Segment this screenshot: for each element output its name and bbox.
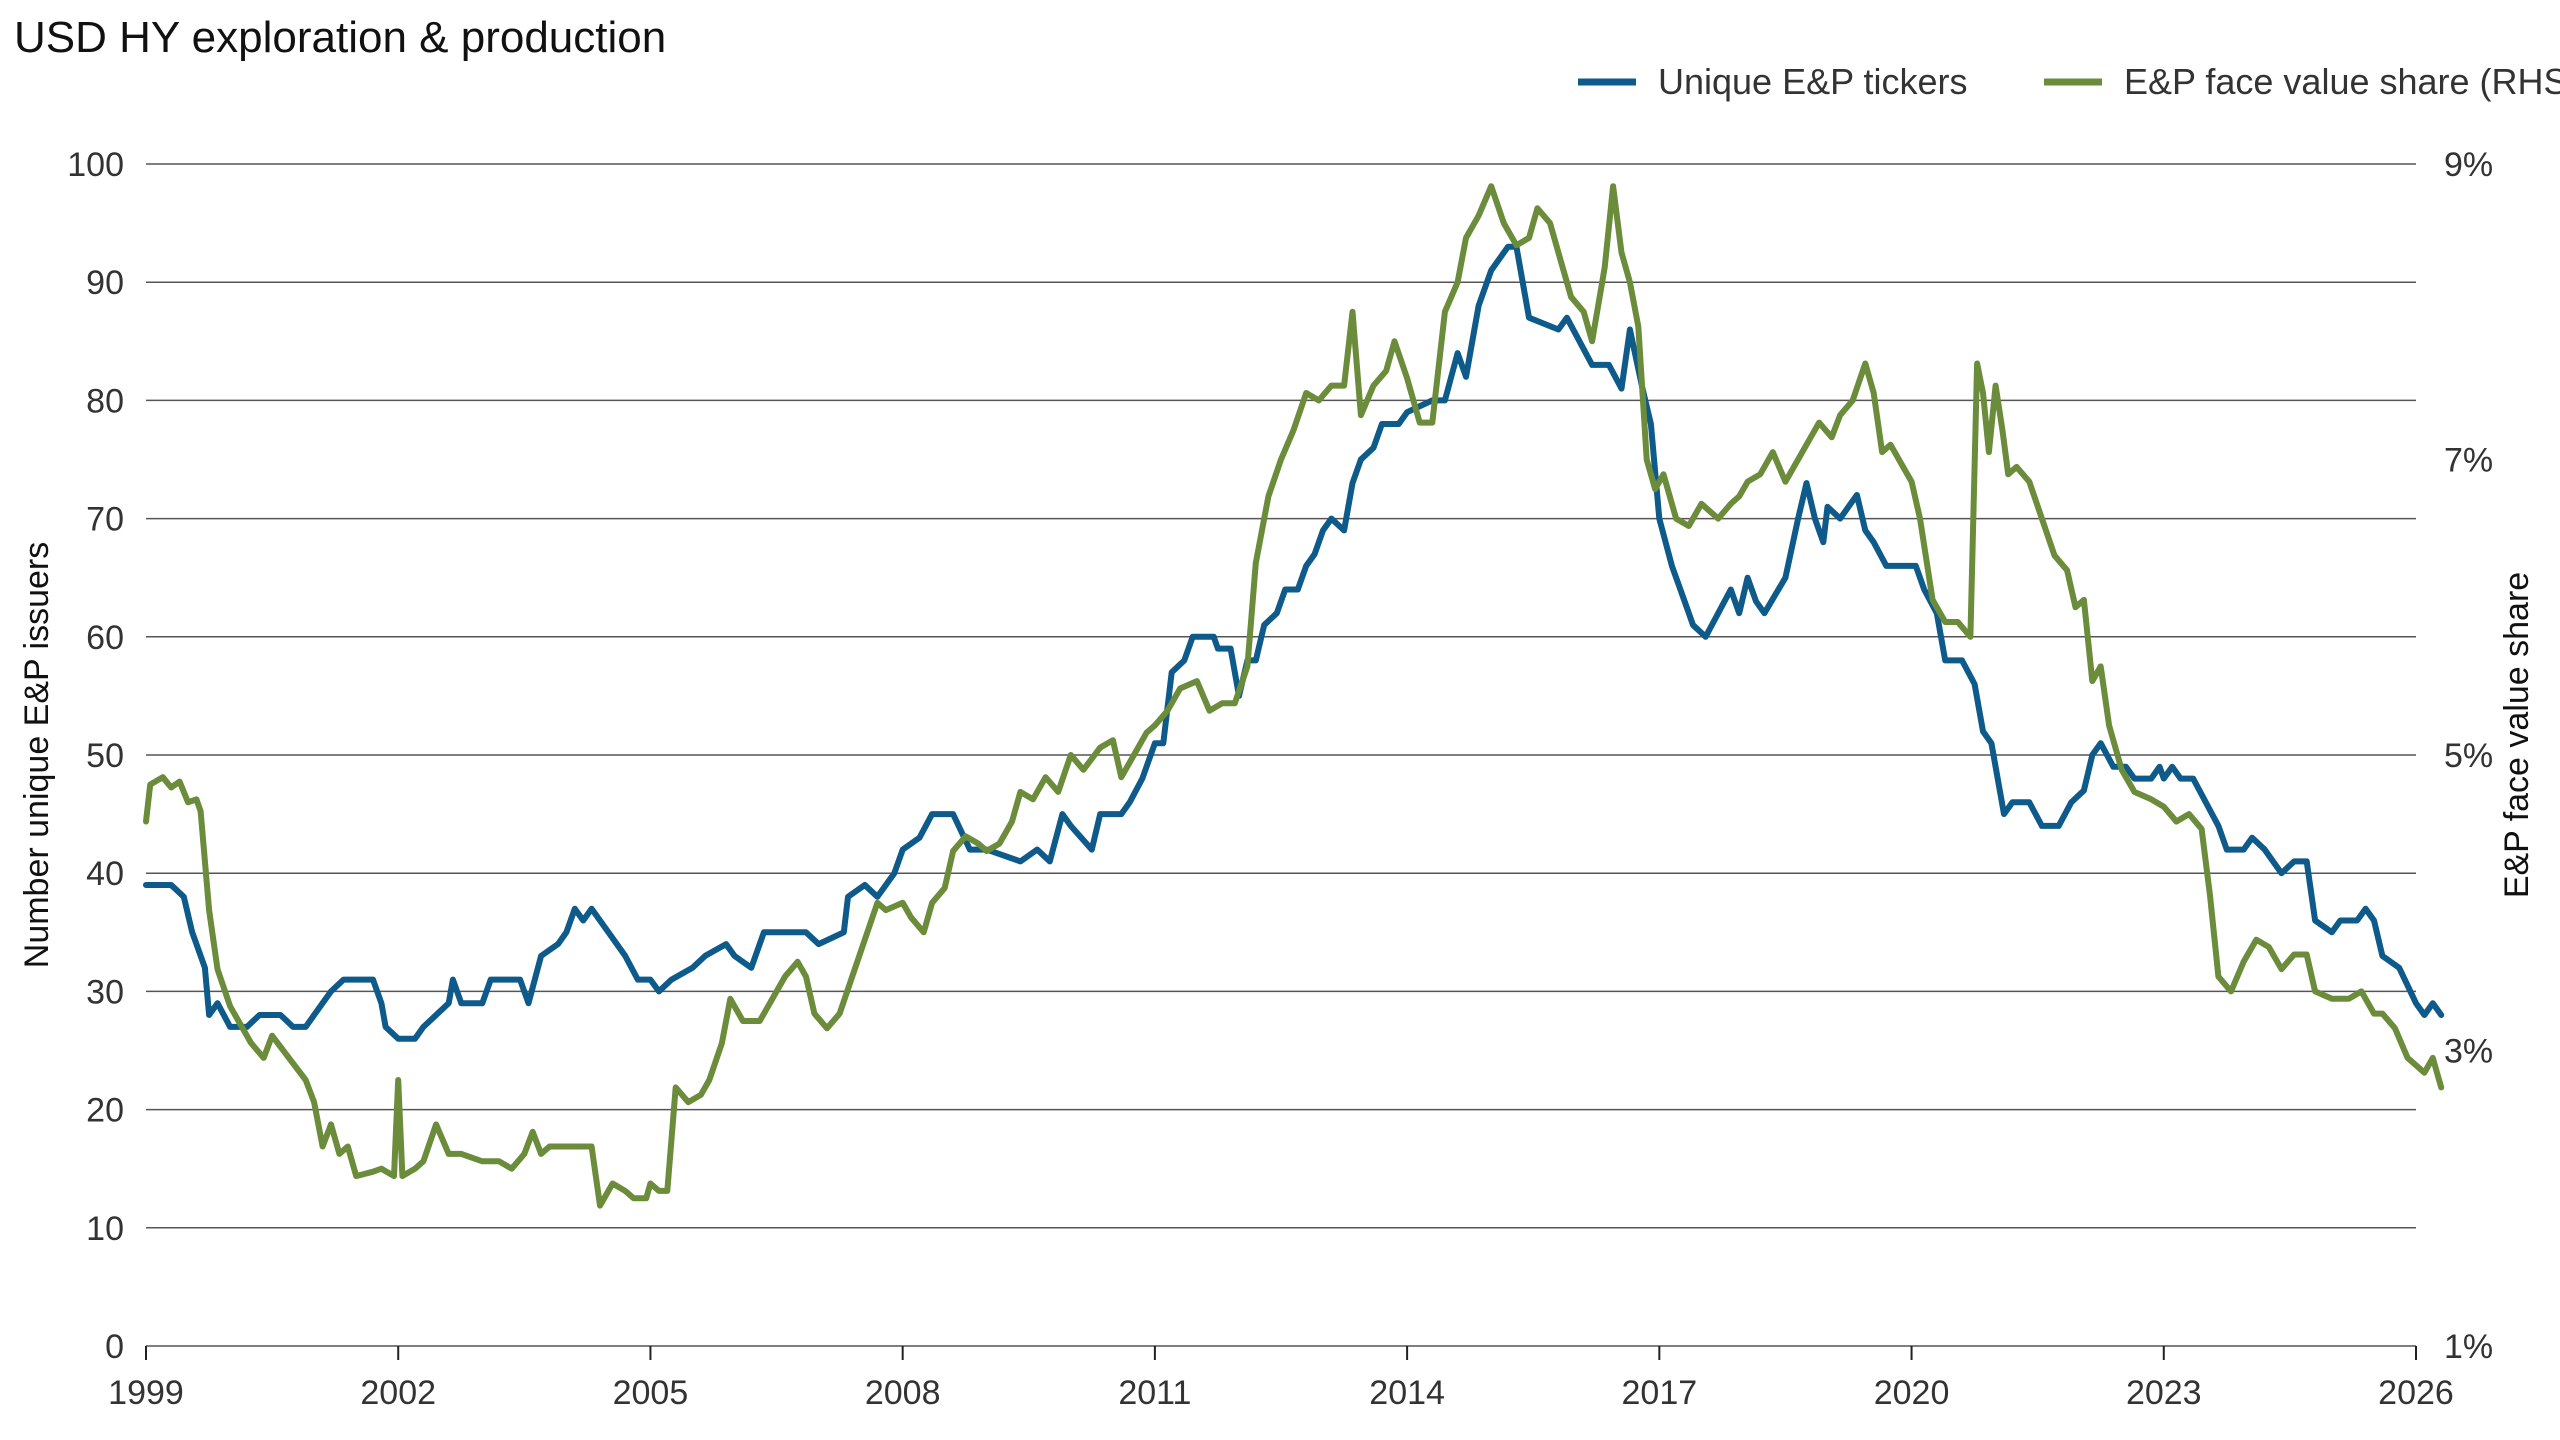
y-right-tick-label: 1% (2444, 1328, 2493, 1366)
y-right-tick-label: 7% (2444, 442, 2493, 480)
y-left-tick-label: 50 (86, 737, 124, 775)
y-left-tick-label: 0 (105, 1328, 124, 1366)
series-line-tickers (143, 243, 2445, 1042)
chart-title: USD HY exploration & production (14, 13, 666, 62)
y-right-tick-label: 9% (2444, 146, 2493, 184)
legend: Unique E&P tickers E&P face value share … (1578, 61, 2560, 102)
y-left-tick-label: 100 (67, 146, 124, 184)
y-left-tick-label: 20 (86, 1092, 124, 1130)
x-tick-label: 2017 (1622, 1374, 1698, 1412)
x-tick-label: 2020 (1874, 1374, 1950, 1412)
y-left-tick-label: 60 (86, 619, 124, 657)
y-axis-right-ticks: 1% 3% 5% 7% 9% (2444, 146, 2493, 1366)
x-axis-ticks: 1999 2002 2005 2008 2011 2014 2017 2020 2023 2026 (108, 1346, 2454, 1412)
x-tick-label: 2014 (1369, 1374, 1445, 1412)
x-tick-label: 2023 (2126, 1374, 2202, 1412)
series-line-share (143, 183, 2445, 1209)
y-axis-left-label: Number unique E&P issuers (18, 542, 56, 968)
y-axis-right-label: E&P face value share (2498, 572, 2536, 898)
series-lines (143, 183, 2445, 1209)
legend-item-tickers: Unique E&P tickers (1578, 61, 1967, 102)
legend-label-share: E&P face value share (RHS) (2124, 61, 2560, 102)
x-tick-label: 2002 (360, 1374, 436, 1412)
y-left-tick-label: 70 (86, 501, 124, 539)
legend-label-tickers: Unique E&P tickers (1658, 61, 1967, 102)
x-tick-label: 2008 (865, 1374, 941, 1412)
y-left-tick-label: 30 (86, 973, 124, 1011)
x-tick-label: 1999 (108, 1374, 184, 1412)
y-left-tick-label: 10 (86, 1210, 124, 1248)
gridlines (146, 163, 2416, 1347)
y-right-tick-label: 5% (2444, 737, 2493, 775)
y-axis-left-ticks: 0 10 20 30 40 50 60 70 80 90 100 (67, 146, 124, 1366)
legend-item-share: E&P face value share (RHS) (2044, 61, 2560, 102)
y-left-tick-label: 80 (86, 382, 124, 420)
y-left-tick-label: 90 (86, 264, 124, 302)
y-right-tick-label: 3% (2444, 1033, 2493, 1071)
x-tick-label: 2026 (2378, 1374, 2454, 1412)
x-tick-label: 2005 (613, 1374, 689, 1412)
x-tick-label: 2011 (1118, 1374, 1191, 1412)
y-left-tick-label: 40 (86, 855, 124, 893)
